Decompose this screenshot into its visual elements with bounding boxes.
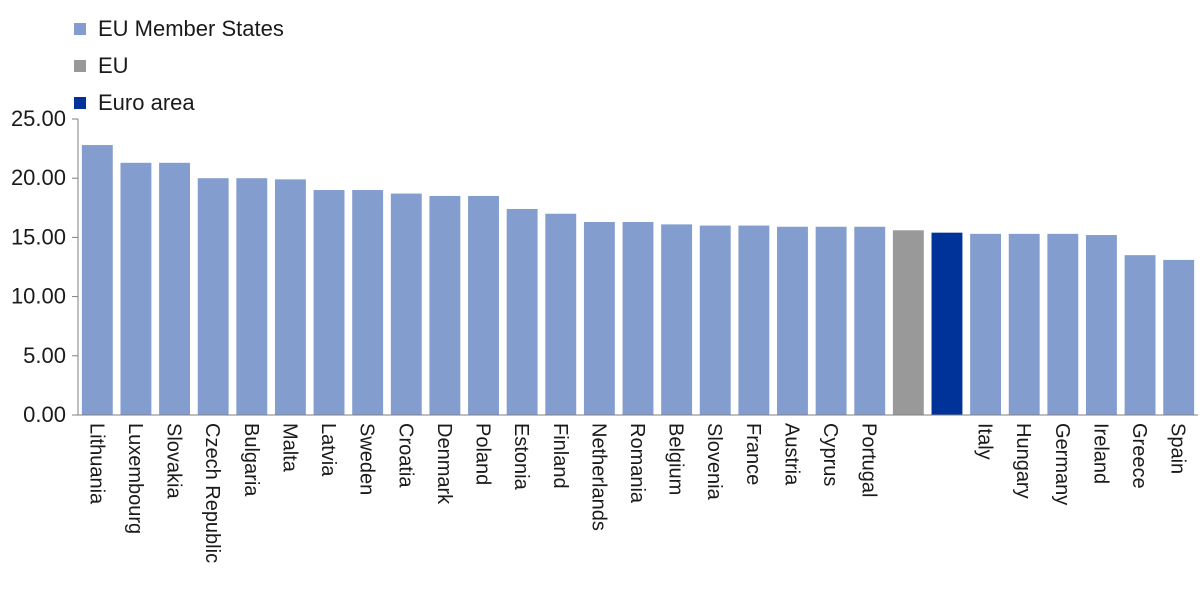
y-tick-label: 15.00 xyxy=(11,224,66,249)
bar xyxy=(1086,235,1117,415)
y-tick-label: 10.00 xyxy=(11,284,66,309)
x-tick-label: Slovakia xyxy=(163,423,185,499)
x-tick-label: Finland xyxy=(549,423,571,489)
bar xyxy=(583,222,615,415)
x-tick-label: Cyprus xyxy=(819,423,841,486)
bar xyxy=(274,179,306,415)
bar xyxy=(468,195,499,415)
bar xyxy=(931,232,963,415)
bar xyxy=(352,190,384,415)
x-tick-label: Bulgaria xyxy=(240,423,262,497)
bar xyxy=(236,178,268,415)
bar xyxy=(622,222,654,415)
bar xyxy=(81,145,113,415)
bar xyxy=(1124,255,1156,415)
bar xyxy=(970,233,1002,415)
x-tick-label: France xyxy=(742,423,764,485)
bar xyxy=(1008,233,1040,415)
x-tick-label: Luxembourg xyxy=(124,423,146,534)
bar xyxy=(120,162,152,415)
bar xyxy=(197,178,229,415)
bar xyxy=(815,226,847,415)
legend-item-euro-area: Euro area xyxy=(74,84,284,121)
chart-legend: EU Member States EU Euro area xyxy=(74,10,284,121)
bar xyxy=(854,226,886,415)
x-tick-label: Austria xyxy=(780,423,802,486)
x-tick-label: Belgium xyxy=(665,423,687,495)
bar xyxy=(699,225,731,415)
bar xyxy=(390,193,422,415)
x-tick-label: Spain xyxy=(1167,423,1189,474)
x-tick-label: Greece xyxy=(1128,423,1150,489)
bar xyxy=(738,225,770,415)
x-tick-label: Netherlands xyxy=(587,423,609,531)
legend-swatch-member-states xyxy=(74,22,86,35)
x-tick-label: Sweden xyxy=(356,423,378,495)
bar xyxy=(1047,233,1079,415)
y-tick-label: 25.00 xyxy=(11,106,66,131)
y-tick-label: 20.00 xyxy=(11,165,66,190)
legend-item-eu: EU xyxy=(74,47,284,84)
bar xyxy=(777,226,808,415)
bar xyxy=(159,162,190,415)
x-tick-label: Germany xyxy=(1051,423,1073,505)
legend-label-eu: EU xyxy=(98,52,129,78)
x-tick-label: Romania xyxy=(626,423,648,504)
legend-label-member-states: EU Member States xyxy=(98,15,284,41)
x-tick-label: Italy xyxy=(974,423,996,460)
x-tick-label: Hungary xyxy=(1012,423,1034,499)
x-tick-label: Malta xyxy=(278,423,300,473)
bar xyxy=(506,208,538,415)
legend-swatch-euro-area xyxy=(74,96,86,109)
x-tick-label: Poland xyxy=(472,423,494,485)
bar xyxy=(892,230,924,415)
bar xyxy=(661,224,693,415)
legend-item-member-states: EU Member States xyxy=(74,10,284,47)
x-tick-label: Slovenia xyxy=(703,423,725,501)
x-tick-label: Denmark xyxy=(433,423,455,505)
bar xyxy=(545,213,577,415)
bar xyxy=(313,190,345,415)
bar xyxy=(1163,259,1195,415)
x-tick-label: Portugal xyxy=(858,423,880,498)
y-tick-label: 5.00 xyxy=(23,343,66,368)
bar xyxy=(429,195,461,415)
x-tick-label: Lithuania xyxy=(85,423,107,505)
x-tick-label: Estonia xyxy=(510,423,532,491)
legend-swatch-eu xyxy=(74,59,86,72)
x-tick-label: Latvia xyxy=(317,423,339,477)
legend-label-euro-area: Euro area xyxy=(98,89,195,115)
y-tick-label: 0.00 xyxy=(23,402,66,427)
x-tick-label: Croatia xyxy=(394,423,416,488)
x-tick-label: Czech Republic xyxy=(201,423,223,563)
x-tick-label: Ireland xyxy=(1089,423,1111,484)
